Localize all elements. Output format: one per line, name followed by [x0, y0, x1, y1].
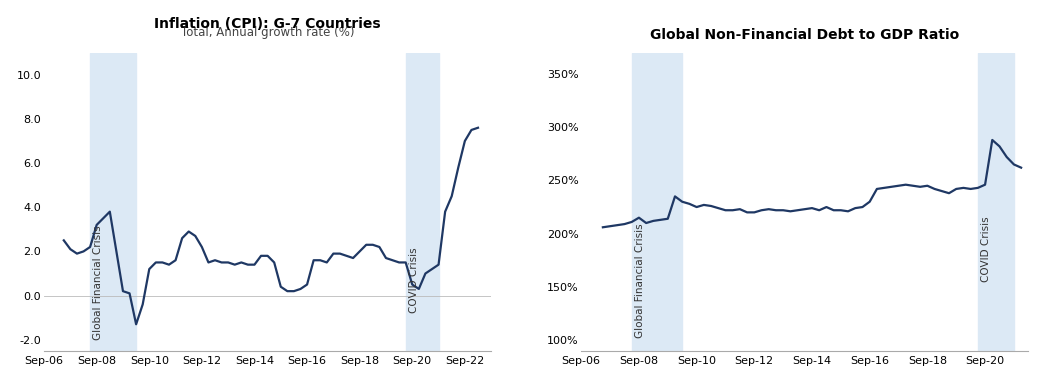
Text: COVID Crisis: COVID Crisis	[981, 216, 992, 282]
Bar	[978, 53, 1014, 351]
Text: Global Financial Crisis: Global Financial Crisis	[635, 223, 645, 338]
Title: Global Non-Financial Debt to GDP Ratio: Global Non-Financial Debt to GDP Ratio	[650, 28, 959, 42]
Text: COVID Crisis: COVID Crisis	[409, 248, 419, 313]
Bar	[632, 53, 682, 351]
Text: Global Financial Crisis: Global Financial Crisis	[93, 225, 103, 340]
Text: Total, Annual growth rate (%): Total, Annual growth rate (%)	[181, 26, 354, 39]
Bar	[90, 53, 136, 351]
Bar	[405, 53, 439, 351]
Title: Inflation (CPI): G-7 Countries: Inflation (CPI): G-7 Countries	[155, 17, 381, 31]
